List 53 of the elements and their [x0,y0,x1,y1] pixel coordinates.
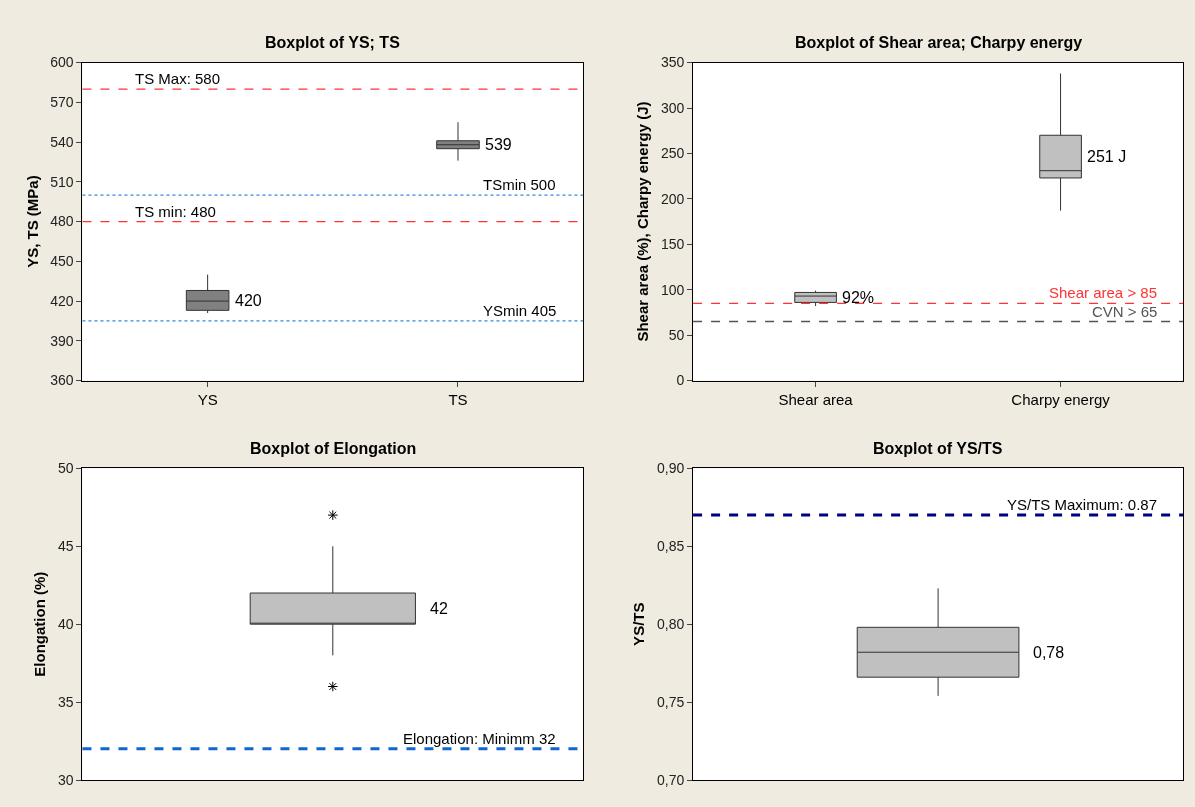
y-tick-label: 480 [50,213,74,230]
ref-line-label: YSmin 405 [483,302,557,319]
y-tick-label: 570 [50,94,74,111]
y-tick-label: 150 [660,236,685,253]
chart-title: Boxplot of Elongation [250,440,417,457]
y-tick-label: 45 [58,538,74,555]
y-tick-label: 0,85 [657,538,685,555]
ref-line-label: CVN > 65 [1092,303,1158,320]
y-tick-label: 600 [50,54,74,71]
y-axis-title: Elongation (%) [31,571,49,677]
y-tick-label: 510 [50,173,74,190]
y-tick-label: 100 [660,281,685,298]
y-tick-label: 35 [58,694,74,710]
ref-line-label: Shear area > 85 [1049,284,1157,301]
annotation: 539 [485,136,512,153]
y-tick-label: 350 [660,54,685,71]
x-tick-label: TS [448,390,468,408]
x-tick-label: YS [197,390,218,408]
y-tick-label: 0,80 [657,616,685,633]
y-tick-label: 30 [58,771,74,788]
annotation: 0,78 [1033,644,1065,661]
y-tick-label: 40 [58,616,74,633]
ref-line-label: TS Max: 580 [135,70,221,87]
y-tick-label: 300 [660,99,685,116]
annotation: 420 [235,292,262,309]
y-tick-label: 0,75 [657,694,685,710]
chart-title: Boxplot of YS/TS [873,440,1003,457]
y-tick-label: 390 [50,332,74,349]
x-tick-label: Shear area [778,390,854,408]
annotation: 42 [430,600,448,617]
ref-line-label: Elongation: Minimm 32 [403,730,556,747]
x-tick-label: Charpy energy [1011,390,1111,408]
y-tick-label: 450 [50,253,74,270]
y-tick-label: 250 [660,145,685,162]
y-tick-label: 0,70 [657,771,685,788]
y-tick-label: 200 [660,190,685,207]
y-tick-label: 360 [50,372,74,389]
y-axis-title: YS, TS (MPa) [23,175,41,268]
chart-title: Boxplot of YS; TS [265,34,401,51]
y-tick-label: 420 [50,292,74,309]
ref-line-label: YS/TS Maximum: 0.87 [1007,496,1158,513]
ref-line-label: TS min: 480 [135,203,216,220]
y-tick-label: 540 [50,133,74,150]
chart-title: Boxplot of Shear area; Charpy energy [795,34,1083,51]
y-axis-title: YS/TS [630,602,648,646]
y-tick-label: 0,90 [657,460,685,477]
y-tick-label: 0 [676,372,685,389]
ref-line-label: TSmin 500 [483,176,556,193]
annotation: 92% [842,289,875,306]
y-tick-label: 50 [58,460,74,477]
annotation: 251 J [1087,148,1127,165]
y-axis-title: Shear area (%), Charpy energy (J) [634,101,652,342]
y-tick-label: 50 [668,327,685,344]
